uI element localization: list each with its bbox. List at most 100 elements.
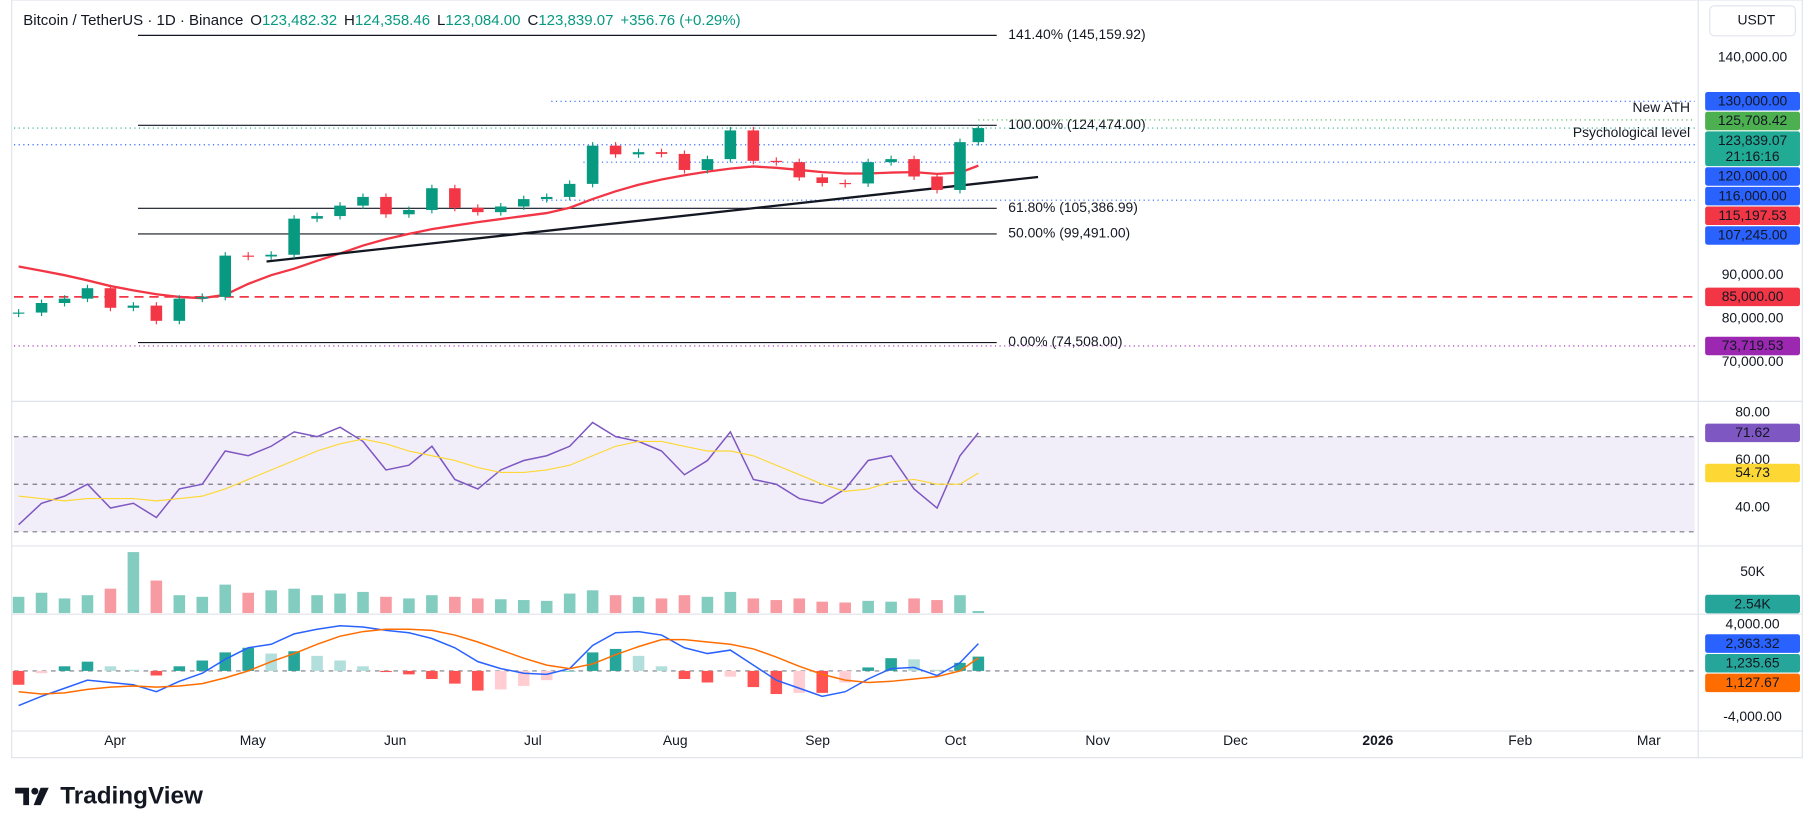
ohlc-value: 123,839.07 xyxy=(538,12,613,29)
value-label-box xyxy=(1705,131,1800,167)
candle xyxy=(586,145,599,184)
value-label: 1,235.65 xyxy=(1726,654,1780,670)
volume-bar xyxy=(494,599,507,614)
x-tick-label: Nov xyxy=(1085,732,1110,748)
macd-histogram-bar xyxy=(494,670,507,690)
candle xyxy=(173,298,186,321)
y-tick-label: 50K xyxy=(1740,563,1765,579)
macd-histogram-bar xyxy=(311,655,323,671)
volume-bar xyxy=(954,595,966,614)
macd-histogram-bar xyxy=(517,670,530,686)
value-label-box xyxy=(1705,653,1800,673)
volume-bar xyxy=(517,600,530,614)
rsi-line xyxy=(18,421,979,526)
value-label: 130,000.00 xyxy=(1718,93,1788,109)
candle xyxy=(816,177,829,184)
x-tick-label: Sep xyxy=(805,732,830,748)
fib-label: 141.40% (145,159.92) xyxy=(1008,26,1145,42)
macd-histogram-bar xyxy=(816,670,829,693)
y-tick-label: -4,000.00 xyxy=(1723,708,1782,724)
volume-bar xyxy=(931,600,943,614)
volume-bar xyxy=(35,592,48,614)
brand-name: TradingView xyxy=(60,782,203,809)
ohlc-value: 123,084.00 xyxy=(445,12,520,29)
value-label: 116,000.00 xyxy=(1718,187,1787,203)
volume-bar xyxy=(885,601,897,614)
macd-histogram-bar xyxy=(173,666,186,671)
candle xyxy=(334,205,346,217)
candle xyxy=(885,159,897,163)
y-tick-label: 40.00 xyxy=(1735,499,1770,515)
macd-histogram-bar xyxy=(908,659,920,671)
candle xyxy=(701,159,714,170)
macd-histogram-bar xyxy=(793,670,806,693)
macd-histogram-bar xyxy=(127,669,140,671)
value-label-box xyxy=(1705,111,1800,131)
macd-histogram-bar xyxy=(885,658,897,671)
x-tick-label: 2026 xyxy=(1362,732,1393,748)
value-label: 85,000.00 xyxy=(1722,288,1784,304)
currency-label[interactable]: USDT xyxy=(1738,11,1776,27)
currency-box[interactable] xyxy=(1709,5,1796,37)
x-tick-label: Oct xyxy=(945,732,967,748)
candle xyxy=(632,152,645,155)
macd-histogram-bar xyxy=(678,670,691,679)
macd-histogram-bar xyxy=(334,660,346,671)
candle xyxy=(862,162,874,184)
macd-histogram-bar xyxy=(380,670,392,673)
value-label-box xyxy=(1705,336,1800,356)
candle xyxy=(747,130,760,161)
value-label: 71.62 xyxy=(1735,424,1770,440)
volume-bar xyxy=(724,591,737,614)
value-label-box xyxy=(1705,186,1800,206)
value-label: 54.73 xyxy=(1735,464,1770,480)
volume-bar xyxy=(58,598,71,614)
value-label-box xyxy=(1705,673,1800,693)
ohlc-key: C xyxy=(527,12,538,29)
symbol-header: Bitcoin / TetherUS · 1D · Binance O123,48… xyxy=(23,12,740,29)
volume-bar xyxy=(839,602,851,614)
logo-shape xyxy=(15,787,30,806)
volume-bar xyxy=(540,600,553,614)
macd-histogram-bar xyxy=(12,670,25,685)
volume-bar xyxy=(426,595,438,614)
currency-button[interactable]: USDT xyxy=(1709,5,1796,37)
volume-bar xyxy=(472,598,484,614)
macd-histogram-bar xyxy=(472,670,484,691)
value-label-box xyxy=(1705,206,1800,226)
value-label-box xyxy=(1705,423,1800,443)
volume-bar xyxy=(770,600,783,614)
volume-bar xyxy=(609,595,622,614)
fib-label: 100.00% (124,474.00) xyxy=(1008,116,1145,132)
value-label-box xyxy=(1705,226,1800,245)
macd-histogram-bar xyxy=(862,667,874,671)
volume-bar xyxy=(81,595,94,614)
x-tick-label: May xyxy=(240,732,266,748)
macd-histogram-bar xyxy=(586,652,599,671)
x-tick-label: Mar xyxy=(1637,732,1661,748)
candle xyxy=(609,145,622,155)
volume-bar xyxy=(449,596,461,614)
volume-bar xyxy=(196,596,209,614)
volume-bar xyxy=(678,595,691,614)
candle xyxy=(150,305,163,321)
candle xyxy=(908,159,920,177)
trend-line xyxy=(266,175,1039,263)
y-tick-label: 4,000.00 xyxy=(1726,615,1780,631)
candle xyxy=(81,288,94,299)
fib-label: 61.80% (105,386.99) xyxy=(1008,199,1138,215)
candle xyxy=(196,296,209,299)
candle xyxy=(104,288,117,308)
candle xyxy=(793,162,806,178)
chart-frame xyxy=(11,0,1803,759)
volume-bar xyxy=(311,595,323,614)
macd-histogram-bar xyxy=(403,670,415,675)
candle xyxy=(563,183,576,197)
y-tick-label: 60.00 xyxy=(1735,451,1770,467)
macd-histogram-bar xyxy=(954,662,966,671)
volume-bar xyxy=(357,591,369,614)
macd-histogram-bar xyxy=(242,647,254,671)
candle xyxy=(357,196,369,206)
volume-bar xyxy=(288,588,300,614)
